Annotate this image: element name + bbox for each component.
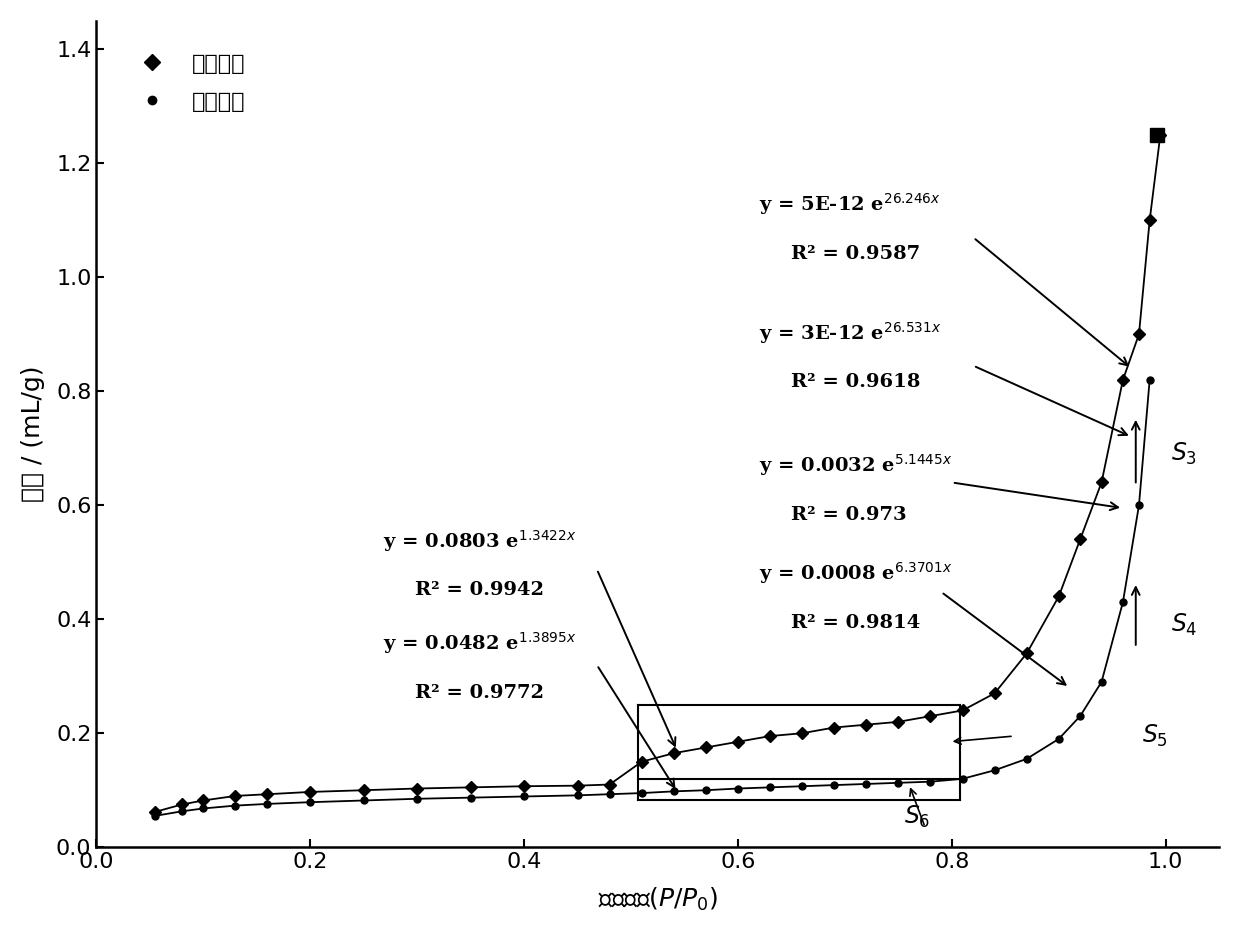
Text: y = 0.0803 e$^{1.3422x}$: y = 0.0803 e$^{1.3422x}$ <box>383 528 577 554</box>
Text: y = 3E-12 e$^{26.531x}$: y = 3E-12 e$^{26.531x}$ <box>759 319 942 346</box>
Text: y = 0.0482 e$^{1.3895x}$: y = 0.0482 e$^{1.3895x}$ <box>383 630 577 657</box>
Text: $S_5$: $S_5$ <box>1142 723 1168 749</box>
Text: R² = 0.9942: R² = 0.9942 <box>415 581 544 600</box>
Legend: 解吸曲线, 吸附曲线: 解吸曲线, 吸附曲线 <box>108 32 268 134</box>
Text: $S_4$: $S_4$ <box>1171 612 1198 638</box>
Y-axis label: 体积 / (mL/g): 体积 / (mL/g) <box>21 366 45 502</box>
Text: R² = 0.9772: R² = 0.9772 <box>415 684 544 701</box>
Text: R² = 0.9814: R² = 0.9814 <box>791 614 920 631</box>
Text: y = 5E-12 e$^{26.246x}$: y = 5E-12 e$^{26.246x}$ <box>759 191 941 218</box>
Text: y = 0.0032 e$^{5.1445x}$: y = 0.0032 e$^{5.1445x}$ <box>759 452 952 478</box>
Text: R² = 0.9587: R² = 0.9587 <box>791 245 920 263</box>
Text: $S_6$: $S_6$ <box>904 804 930 830</box>
Text: R² = 0.9618: R² = 0.9618 <box>791 374 921 391</box>
Text: $S_3$: $S_3$ <box>1171 441 1197 467</box>
Text: y = 0.0008 e$^{6.3701x}$: y = 0.0008 e$^{6.3701x}$ <box>759 560 952 587</box>
X-axis label: 相对压力$(P/P_0)$: 相对压力$(P/P_0)$ <box>598 886 718 913</box>
Text: R² = 0.973: R² = 0.973 <box>791 505 906 523</box>
